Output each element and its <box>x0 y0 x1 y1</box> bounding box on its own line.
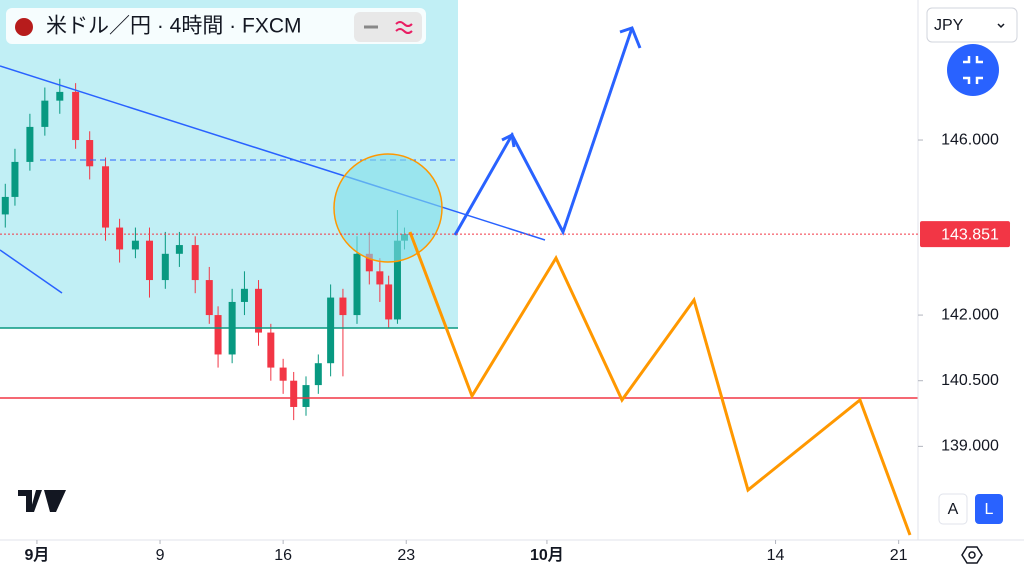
toggle[interactable] <box>354 12 422 42</box>
chart-title: 米ドル／円 · 4時間 · FXCM <box>46 15 302 38</box>
candle-body <box>279 367 287 381</box>
candle-body <box>175 245 183 254</box>
trendline <box>0 65 546 241</box>
price-tag <box>920 221 1010 248</box>
candle-body <box>116 227 124 250</box>
header-bg <box>6 8 426 44</box>
x-tick-label: 10月 <box>530 546 564 564</box>
candle-body <box>302 385 310 407</box>
logo <box>18 490 66 512</box>
candle-body <box>327 297 335 364</box>
candle-body <box>339 297 347 316</box>
candle-body <box>353 253 361 316</box>
highlight-circle <box>333 153 443 263</box>
button-label: A <box>948 501 959 518</box>
overlay: 139.000 140.500 142.000 146.000 9月 9 16 23 10月 14… <box>0 131 1010 564</box>
candle-body <box>131 240 139 250</box>
arrow-head <box>501 132 516 148</box>
price-label: 143.851 <box>941 226 999 243</box>
candle-body <box>376 271 384 285</box>
candle-body <box>393 240 401 320</box>
flag-icon <box>15 18 33 36</box>
candle-body <box>385 284 393 320</box>
fullscreen-button[interactable] <box>947 44 999 96</box>
candle-body <box>255 288 263 333</box>
candle-body <box>86 140 94 167</box>
trendline <box>0 249 63 294</box>
x-tick-label: 9月 <box>24 546 49 564</box>
candle-body <box>26 126 34 162</box>
currency-select[interactable] <box>926 7 1018 43</box>
x-tick-label: 9 <box>156 547 165 564</box>
y-tick-label: 146.000 <box>941 131 999 148</box>
arrow-head <box>619 26 642 49</box>
candle-body <box>41 100 49 127</box>
candle-body <box>1 196 9 215</box>
candle-body <box>290 380 298 407</box>
candle-body <box>145 240 153 281</box>
wave-icon <box>395 21 413 34</box>
collapse-icon <box>963 56 983 84</box>
settings-icon <box>968 551 976 559</box>
candle-body <box>365 253 373 272</box>
scenario-arrow <box>408 231 912 536</box>
settings-icon[interactable] <box>961 546 983 564</box>
candle-body <box>240 288 248 302</box>
dropdown-icon <box>997 23 1005 29</box>
candle-body <box>214 315 222 355</box>
candle-body <box>267 332 275 368</box>
candle-body <box>161 253 169 281</box>
y-tick-label: 139.000 <box>941 438 999 455</box>
x-tick-label: 16 <box>274 547 292 564</box>
x-tick-label: 21 <box>890 547 908 564</box>
candle-body <box>205 280 213 316</box>
candle-body <box>56 91 64 101</box>
x-tick-label: 14 <box>767 547 785 564</box>
candle-body <box>72 91 80 141</box>
candle-body <box>314 363 322 386</box>
y-tick-label: 140.500 <box>941 372 999 389</box>
candle-body <box>191 245 199 281</box>
auto-button[interactable] <box>938 493 968 525</box>
scenario-arrow <box>453 27 634 236</box>
currency: JPY <box>934 17 964 34</box>
button-label: L <box>985 501 994 518</box>
x-tick-label: 23 <box>397 547 415 564</box>
candle-body <box>11 161 19 197</box>
y-tick-label: 142.000 <box>941 306 999 323</box>
candle-body <box>102 166 110 228</box>
log-button[interactable] <box>975 494 1003 524</box>
